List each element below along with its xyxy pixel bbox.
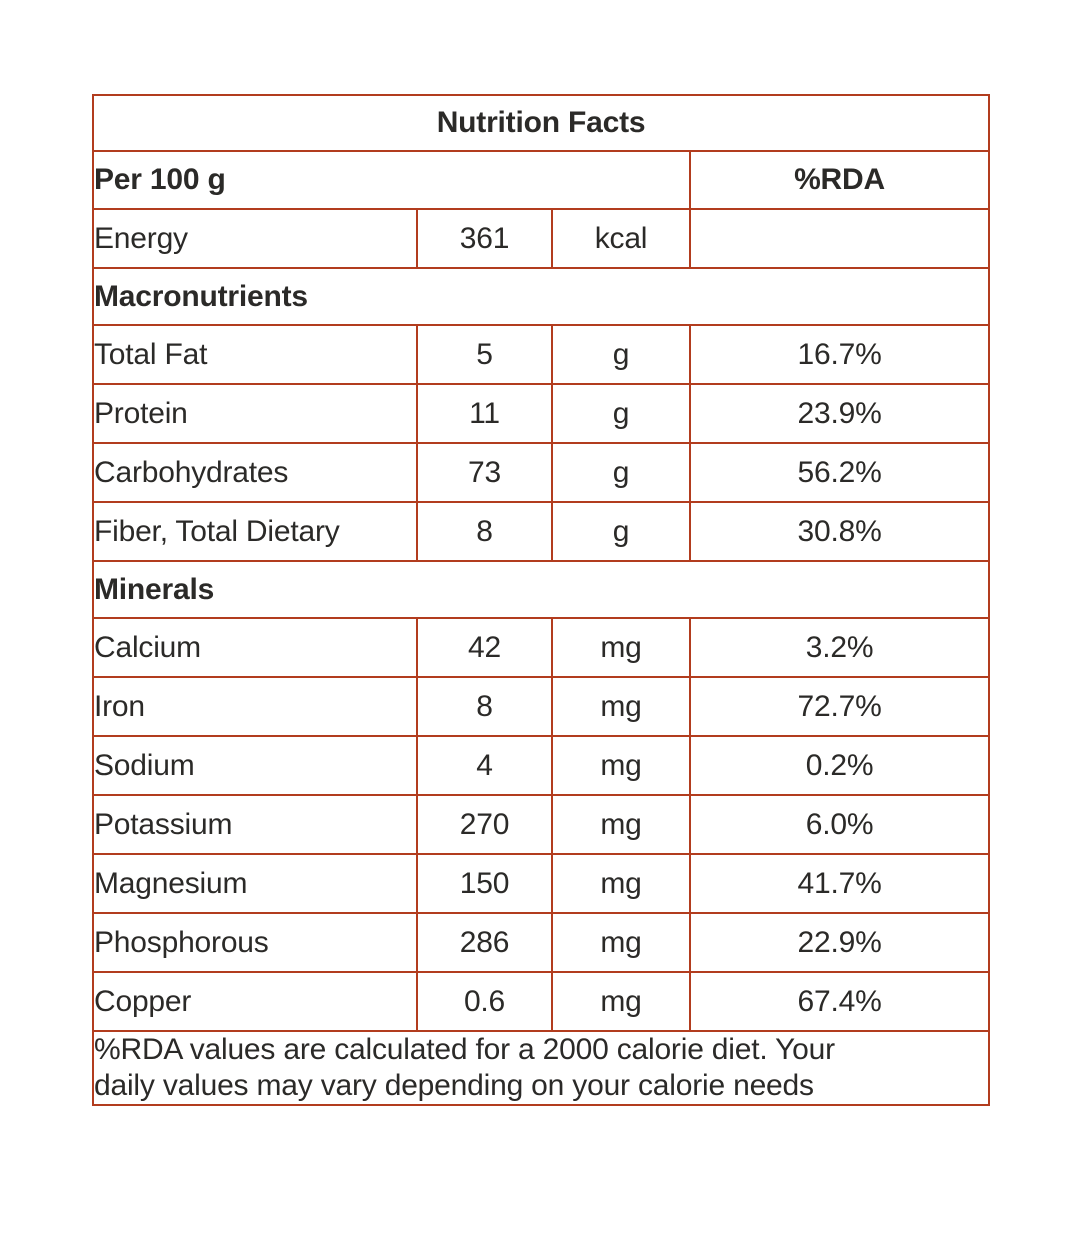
table-title: Nutrition Facts	[91, 94, 991, 152]
footer-row: %RDA values are calculated for a 2000 ca…	[91, 1030, 991, 1106]
nutrient-label: Calcium	[92, 617, 418, 678]
nutrient-label: Total Fat	[92, 324, 418, 385]
nutrient-rda: 72.7%	[688, 676, 991, 737]
nutrient-value: 42	[416, 617, 553, 678]
nutrient-rda: 16.7%	[688, 324, 991, 385]
nutrient-unit: mg	[551, 853, 691, 914]
nutrient-label: Copper	[92, 971, 418, 1032]
rda-disclaimer-line1: %RDA values are calculated for a 2000 ca…	[94, 1033, 835, 1066]
nutrient-label: Fiber, Total Dietary	[92, 501, 418, 562]
nutrition-facts-table: Nutrition Facts Per 100 g %RDA Energy 36…	[91, 94, 991, 1106]
nutrient-rda: 6.0%	[688, 794, 991, 855]
nutrient-value: 0.6	[416, 971, 553, 1032]
row-sodium: Sodium 4 mg 0.2%	[92, 735, 991, 796]
nutrient-unit: g	[551, 442, 691, 503]
header-row: Per 100 g %RDA	[92, 150, 991, 210]
nutrient-label: Iron	[92, 676, 418, 737]
nutrient-value: 73	[416, 442, 553, 503]
nutrient-value: 8	[416, 501, 553, 562]
nutrient-rda: 23.9%	[688, 383, 991, 444]
serving-size-header: Per 100 g	[92, 150, 691, 210]
nutrient-value: 5	[416, 324, 553, 385]
section-header-minerals: Minerals	[91, 560, 991, 619]
row-potassium: Potassium 270 mg 6.0%	[92, 794, 991, 855]
row-protein: Protein 11 g 23.9%	[92, 383, 991, 444]
nutrient-rda: 30.8%	[688, 501, 991, 562]
nutrient-value: 11	[416, 383, 553, 444]
section-header-macronutrients: Macronutrients	[91, 267, 991, 326]
nutrient-unit: mg	[551, 971, 691, 1032]
nutrient-label: Potassium	[92, 794, 418, 855]
nutrient-value: 286	[416, 912, 553, 973]
nutrient-unit: kcal	[551, 208, 691, 269]
nutrient-rda: 3.2%	[688, 617, 991, 678]
nutrient-unit: g	[551, 383, 691, 444]
rda-disclaimer-line2: daily values may vary depending on your …	[94, 1069, 814, 1102]
nutrient-label: Carbohydrates	[92, 442, 418, 503]
row-magnesium: Magnesium 150 mg 41.7%	[92, 853, 991, 914]
section-row-minerals: Minerals	[91, 560, 991, 619]
nutrient-unit: mg	[551, 912, 691, 973]
row-energy: Energy 361 kcal	[92, 208, 991, 269]
nutrient-label: Magnesium	[92, 853, 418, 914]
nutrient-label: Sodium	[92, 735, 418, 796]
row-total-fat: Total Fat 5 g 16.7%	[92, 324, 991, 385]
nutrient-unit: g	[551, 501, 691, 562]
section-row-macronutrients: Macronutrients	[91, 267, 991, 326]
nutrient-unit: mg	[551, 617, 691, 678]
nutrient-rda: 41.7%	[688, 853, 991, 914]
rda-disclaimer: %RDA values are calculated for a 2000 ca…	[91, 1030, 991, 1106]
nutrient-unit: mg	[551, 735, 691, 796]
row-fiber: Fiber, Total Dietary 8 g 30.8%	[92, 501, 991, 562]
nutrient-rda: 56.2%	[688, 442, 991, 503]
nutrient-rda: 0.2%	[688, 735, 991, 796]
row-phosphorous: Phosphorous 286 mg 22.9%	[92, 912, 991, 973]
nutrient-unit: g	[551, 324, 691, 385]
row-calcium: Calcium 42 mg 3.2%	[92, 617, 991, 678]
nutrient-value: 8	[416, 676, 553, 737]
rda-header: %RDA	[688, 150, 991, 210]
nutrient-rda: 22.9%	[688, 912, 991, 973]
title-row: Nutrition Facts	[91, 94, 991, 152]
nutrient-unit: mg	[551, 676, 691, 737]
nutrient-label: Protein	[92, 383, 418, 444]
nutrient-value: 361	[416, 208, 553, 269]
row-iron: Iron 8 mg 72.7%	[92, 676, 991, 737]
nutrient-value: 150	[416, 853, 553, 914]
row-carbohydrates: Carbohydrates 73 g 56.2%	[92, 442, 991, 503]
nutrient-rda	[688, 208, 991, 269]
nutrient-label: Phosphorous	[92, 912, 418, 973]
row-copper: Copper 0.6 mg 67.4%	[92, 971, 991, 1032]
nutrient-label: Energy	[92, 208, 418, 269]
nutrient-value: 4	[416, 735, 553, 796]
nutrient-value: 270	[416, 794, 553, 855]
nutrient-rda: 67.4%	[688, 971, 991, 1032]
nutrient-unit: mg	[551, 794, 691, 855]
